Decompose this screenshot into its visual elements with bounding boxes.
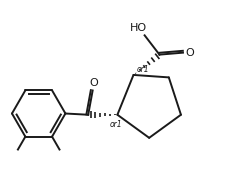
Text: or1: or1 (110, 120, 122, 129)
Text: O: O (185, 48, 194, 58)
Text: or1: or1 (136, 65, 149, 74)
Text: O: O (90, 78, 98, 87)
Text: HO: HO (130, 23, 147, 33)
